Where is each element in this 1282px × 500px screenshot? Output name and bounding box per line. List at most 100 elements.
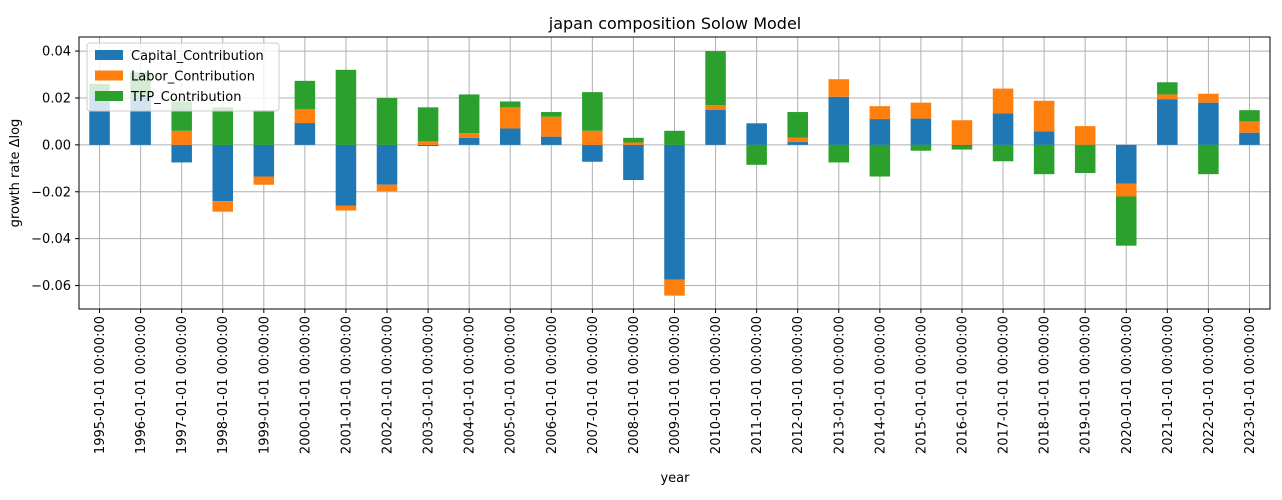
bar-labor-contribution	[376, 184, 398, 192]
bar-tfp-contribution	[1074, 144, 1096, 173]
legend-swatch	[95, 91, 123, 101]
x-tick-label: 1998-01-01 00:00:00	[216, 316, 231, 454]
y-tick-label: −0.06	[31, 279, 71, 294]
bar-labor-contribution	[458, 133, 480, 138]
bar-tfp-contribution	[335, 69, 357, 145]
x-tick-label: 2020-01-01 00:00:00	[1120, 316, 1135, 454]
bar-tfp-contribution	[787, 112, 808, 138]
bar-capital-contribution	[335, 144, 357, 206]
bar-tfp-contribution	[541, 112, 562, 117]
bar-labor-contribution	[951, 120, 973, 145]
legend-label: TFP_Contribution	[130, 90, 241, 105]
bar-capital-contribution	[623, 144, 644, 181]
bar-tfp-contribution	[1115, 196, 1137, 246]
x-tick-label: 2016-01-01 00:00:00	[955, 316, 970, 454]
bar-tfp-contribution	[417, 107, 439, 142]
bar-tfp-contribution	[951, 146, 973, 150]
x-tick-label: 1997-01-01 00:00:00	[175, 316, 190, 454]
x-tick-label: 2012-01-01 00:00:00	[791, 316, 806, 454]
bar-labor-contribution	[623, 142, 644, 145]
bar-tfp-contribution	[869, 144, 891, 177]
bar-labor-contribution	[499, 107, 521, 129]
bar-tfp-contribution	[664, 130, 685, 145]
bar-tfp-contribution	[253, 110, 275, 145]
bar-tfp-contribution	[1157, 82, 1178, 95]
bar-tfp-contribution	[499, 101, 521, 108]
y-tick-label: 0.04	[42, 45, 71, 60]
bar-capital-contribution	[1198, 102, 1219, 145]
bar-capital-contribution	[171, 144, 192, 163]
x-tick-label: 2002-01-01 00:00:00	[381, 316, 396, 454]
x-tick-label: 2015-01-01 00:00:00	[914, 316, 929, 454]
bar-tfp-contribution	[1239, 110, 1260, 122]
bar-labor-contribution	[1239, 121, 1260, 133]
x-tick-label: 2011-01-01 00:00:00	[750, 316, 765, 454]
bar-labor-contribution	[417, 141, 439, 145]
bar-capital-contribution	[787, 142, 808, 145]
bar-labor-contribution	[294, 108, 316, 124]
bar-tfp-contribution	[828, 144, 850, 163]
bar-labor-contribution	[1157, 94, 1178, 100]
legend-swatch	[95, 70, 123, 81]
bar-labor-contribution	[1198, 93, 1219, 103]
bar-labor-contribution	[541, 116, 562, 137]
y-axis-ticks: −0.06 −0.04 −0.02 0.00 0.02 0.04	[31, 45, 79, 294]
bar-capital-contribution	[417, 144, 439, 147]
x-tick-label: 2005-01-01 00:00:00	[504, 316, 519, 454]
x-tick-label: 2021-01-01 00:00:00	[1161, 316, 1176, 454]
legend-label: Labor_Contribution	[131, 70, 255, 85]
x-tick-label: 2017-01-01 00:00:00	[997, 316, 1012, 454]
x-tick-label: 2009-01-01 00:00:00	[668, 316, 683, 454]
bar-capital-contribution	[541, 136, 562, 145]
y-tick-label: −0.04	[31, 232, 71, 247]
bar-labor-contribution	[253, 176, 275, 185]
x-tick-label: 1999-01-01 00:00:00	[257, 316, 272, 454]
x-tick-label: 2023-01-01 00:00:00	[1243, 316, 1258, 454]
bar-capital-contribution	[869, 119, 891, 145]
bar-capital-contribution	[828, 96, 850, 145]
bar-capital-contribution	[212, 144, 234, 202]
x-tick-label: 1995-01-01 00:00:00	[93, 316, 108, 454]
bar-capital-contribution	[1033, 131, 1055, 145]
bar-capital-contribution	[499, 128, 521, 145]
bar-tfp-contribution	[212, 107, 234, 145]
x-tick-label: 2004-01-01 00:00:00	[463, 316, 478, 454]
y-tick-label: 0.00	[42, 138, 71, 153]
chart-title: japan composition Solow Model	[548, 14, 801, 33]
legend-swatch	[95, 50, 123, 60]
bar-labor-contribution	[212, 201, 234, 212]
bar-capital-contribution	[253, 144, 275, 177]
bar-labor-contribution	[171, 130, 192, 145]
bar-labor-contribution	[787, 137, 808, 143]
bar-capital-contribution	[1115, 144, 1137, 184]
bar-capital-contribution	[376, 144, 398, 185]
bar-capital-contribution	[1157, 99, 1178, 145]
x-tick-label: 2001-01-01 00:00:00	[339, 316, 354, 454]
bar-tfp-contribution	[458, 94, 480, 134]
bar-tfp-contribution	[992, 144, 1014, 162]
legend-box	[86, 42, 280, 112]
y-axis-label: growth rate Δlog	[8, 119, 23, 228]
bar-capital-contribution	[582, 144, 603, 162]
bar-capital-contribution	[705, 109, 726, 145]
bar-tfp-contribution	[623, 137, 644, 143]
bar-capital-contribution	[1239, 132, 1260, 145]
x-tick-label: 2022-01-01 00:00:00	[1202, 316, 1217, 454]
bar-labor-contribution	[910, 102, 932, 119]
bar-capital-contribution	[746, 123, 767, 145]
bar-tfp-contribution	[376, 97, 398, 145]
bar-tfp-contribution	[746, 144, 767, 165]
legend-label: Capital_Contribution	[131, 49, 264, 64]
x-tick-label: 1996-01-01 00:00:00	[134, 316, 149, 454]
bar-tfp-contribution	[1198, 144, 1219, 175]
bar-tfp-contribution	[1033, 144, 1055, 175]
x-tick-label: 2000-01-01 00:00:00	[298, 316, 313, 454]
x-tick-label: 2013-01-01 00:00:00	[832, 316, 847, 454]
bar-capital-contribution	[294, 123, 316, 145]
x-tick-label: 2007-01-01 00:00:00	[586, 316, 601, 454]
bar-labor-contribution	[335, 205, 357, 211]
x-tick-label: 2008-01-01 00:00:00	[627, 316, 642, 454]
bar-capital-contribution	[910, 118, 932, 145]
bar-labor-contribution	[992, 88, 1014, 114]
